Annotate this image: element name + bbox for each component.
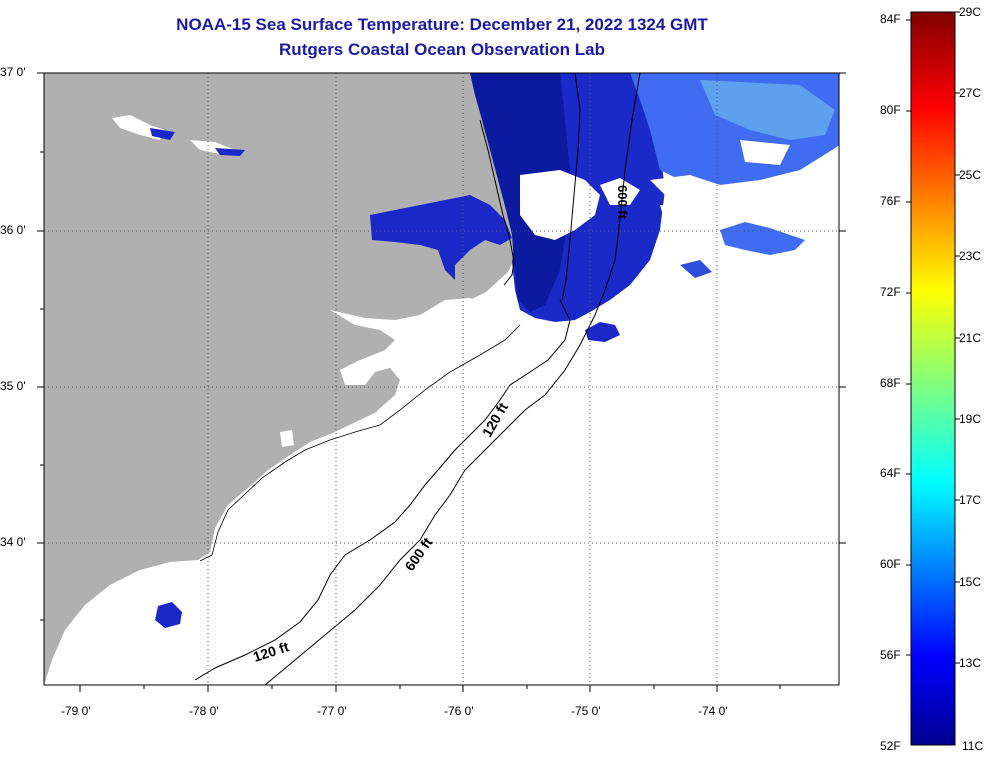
contour-label-600ft-north: 600 ft (615, 185, 630, 220)
colorbar-f-label: 76F (880, 194, 901, 208)
coastline (199, 324, 521, 562)
colorbar-f-label: 72F (880, 285, 901, 299)
lon-label: -79 0' (61, 704, 91, 718)
lon-label: -76 0' (444, 704, 474, 718)
cloud-gap (600, 178, 640, 205)
cloud-gap (650, 175, 720, 200)
colorbar-c-label: 11C (962, 739, 984, 753)
colorbar-c-label: 17C (959, 493, 982, 507)
colorbar-f-label: 60F (880, 557, 901, 571)
colorbar-f-label: 80F (880, 103, 901, 117)
color-gradient (910, 11, 956, 746)
colorbar-ticks (906, 11, 960, 664)
lon-ticks (79, 685, 781, 692)
lat-ticks (37, 72, 846, 621)
lon-label: -78 0' (189, 704, 219, 718)
colorbar-f-label: 68F (880, 376, 901, 390)
lon-label: -74 0' (698, 704, 728, 718)
map-title: NOAA-15 Sea Surface Temperature: Decembe… (176, 15, 708, 34)
sst-south-patch (585, 322, 620, 342)
lon-label: -75 0' (571, 704, 601, 718)
colorbar-f-label: 52F (880, 739, 901, 753)
colorbar-c-label: 25C (959, 168, 982, 182)
contour-120ft-north (561, 73, 581, 301)
lat-label: 36 0' (0, 223, 26, 237)
colorbar-c-label: 15C (959, 575, 982, 589)
sst-offshore-patch (720, 222, 805, 255)
cloud-gap (520, 170, 600, 240)
inland-water (150, 128, 175, 140)
colorbar-c-label: 19C (959, 412, 982, 426)
colorbar-c-label: 29C (959, 5, 982, 19)
colorbar-f-label: 64F (880, 466, 901, 480)
contour-600ft (264, 73, 641, 685)
map-subtitle: Rutgers Coastal Ocean Observation Lab (279, 40, 605, 59)
colorbar-f-label: 84F (880, 12, 901, 26)
colorbar-c-label: 27C (959, 86, 982, 100)
sst-small-patch (155, 602, 182, 628)
colorbar-f-label: 56F (880, 648, 901, 662)
lat-label: 37 0' (0, 65, 26, 79)
contour-120ft (194, 299, 571, 681)
colorbar-c-label: 21C (959, 331, 982, 345)
colorbar-c-label: 13C (959, 656, 982, 670)
cloud-gap (740, 140, 790, 165)
albemarle-sound-water (370, 195, 512, 280)
lon-label: -77 0' (317, 704, 347, 718)
map-frame (43, 72, 840, 686)
inland-water (215, 148, 245, 156)
cloud-gap (660, 205, 700, 225)
gridlines (44, 73, 839, 685)
inland-lake (280, 430, 294, 447)
sst-offshore-patch (680, 260, 712, 278)
sst-warm-band-light (700, 80, 835, 140)
lat-label: 34 0' (0, 535, 26, 549)
contour-coastal (479, 119, 515, 286)
colorbar-c-label: 23C (959, 249, 982, 263)
lat-label: 35 0' (0, 379, 26, 393)
pamlico-sound (330, 298, 520, 432)
